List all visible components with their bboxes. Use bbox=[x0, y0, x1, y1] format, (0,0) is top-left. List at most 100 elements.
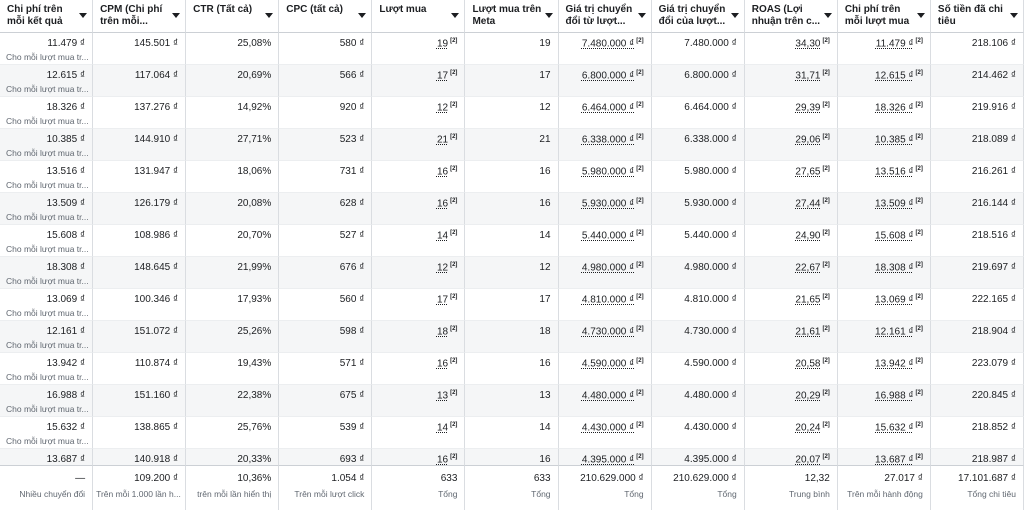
table-cell: 24,90 [2] bbox=[744, 225, 838, 257]
value-text[interactable]: 13.942 ₫ bbox=[875, 358, 914, 370]
value-text[interactable]: 4.730.000 ₫ bbox=[581, 326, 635, 338]
cell-value: 523 ₫ bbox=[340, 134, 365, 145]
value-text[interactable]: 5.440.000 ₫ bbox=[581, 230, 635, 242]
value-text[interactable]: 10.385 ₫ bbox=[875, 134, 914, 146]
cell-value: 16 [2] bbox=[437, 454, 457, 465]
value-text[interactable]: 15.608 ₫ bbox=[875, 230, 914, 242]
value-text[interactable]: 13 bbox=[436, 390, 449, 402]
value-text[interactable]: 17 bbox=[436, 70, 449, 82]
value-text[interactable]: 29,06 bbox=[795, 134, 821, 146]
value-text[interactable]: 16.988 ₫ bbox=[875, 390, 914, 402]
value-text: 13.069 ₫ bbox=[46, 294, 86, 305]
value-text[interactable]: 18.308 ₫ bbox=[875, 262, 914, 274]
value-text[interactable]: 18 bbox=[436, 326, 449, 338]
table-cell: 14 bbox=[465, 417, 559, 449]
value-text[interactable]: 6.338.000 ₫ bbox=[581, 134, 635, 146]
value-text[interactable]: 16 bbox=[436, 358, 449, 370]
value-text: 218.089 ₫ bbox=[971, 134, 1016, 145]
value-text[interactable]: 21 bbox=[436, 134, 449, 146]
value-text: 628 ₫ bbox=[339, 198, 365, 209]
value-text[interactable]: 22,67 bbox=[795, 262, 821, 274]
column-title: Lượt mua bbox=[379, 4, 427, 15]
cell-value: 18 [2] bbox=[437, 326, 457, 337]
table-cell: 108.986 ₫ bbox=[93, 225, 187, 257]
value-text[interactable]: 20,58 bbox=[795, 358, 821, 370]
value-text[interactable]: 6.800.000 ₫ bbox=[581, 70, 635, 82]
table-cell: 11.479 ₫ Cho mỗi lượt mua tr... bbox=[0, 33, 94, 65]
cell-value: 31,71 [2] bbox=[795, 70, 829, 81]
value-text[interactable]: 4.480.000 ₫ bbox=[581, 390, 635, 402]
column-header[interactable]: Giá trị chuyển đổi của lượt... bbox=[651, 0, 745, 33]
value-text[interactable]: 21,65 bbox=[795, 294, 821, 306]
value-text[interactable]: 24,90 bbox=[795, 230, 821, 242]
footnote-marker: [2] bbox=[915, 390, 923, 396]
table-cell: 145.501 ₫ bbox=[93, 33, 187, 65]
column-header[interactable]: ROAS (Lợi nhuận trên c... bbox=[744, 0, 838, 33]
value-text[interactable]: 5.930.000 ₫ bbox=[581, 198, 635, 210]
value-text[interactable]: 12 bbox=[436, 102, 449, 114]
column-header[interactable]: CPC (tất cả) bbox=[279, 0, 373, 33]
value-text[interactable]: 7.480.000 ₫ bbox=[581, 38, 635, 50]
value-text[interactable]: 13.687 ₫ bbox=[875, 454, 914, 465]
value-text[interactable]: 16 bbox=[436, 454, 449, 465]
column-header[interactable]: CPM (Chi phí trên mỗi... bbox=[93, 0, 187, 33]
value-text[interactable]: 6.464.000 ₫ bbox=[581, 102, 635, 114]
column-header[interactable]: Giá trị chuyển đổi từ lượt... bbox=[558, 0, 652, 33]
cell-value: 4.430.000 ₫ bbox=[684, 422, 736, 433]
column-header[interactable]: Lượt mua bbox=[372, 0, 466, 33]
value-text[interactable]: 13.509 ₫ bbox=[875, 198, 914, 210]
value-text[interactable]: 29,39 bbox=[795, 102, 821, 114]
cell-value: 13.516 ₫ bbox=[47, 166, 86, 177]
table-cell: 15.632 ₫ Cho mỗi lượt mua tr... bbox=[0, 417, 94, 449]
table-cell: 4.810.000 ₫ [2] bbox=[558, 289, 652, 321]
value-text[interactable]: 12.161 ₫ bbox=[875, 326, 914, 338]
cell-value: 14 [2] bbox=[437, 422, 457, 433]
value-text[interactable]: 20,29 bbox=[795, 390, 821, 402]
table-cell: 140.918 ₫ bbox=[93, 449, 187, 465]
table-cell: 4.980.000 ₫ [2] bbox=[558, 257, 652, 289]
column-header[interactable]: Lượt mua trên Meta bbox=[465, 0, 559, 33]
value-text[interactable]: 27,65 bbox=[795, 166, 821, 178]
value-text[interactable]: 31,71 bbox=[795, 70, 821, 82]
value-text[interactable]: 15.632 ₫ bbox=[875, 422, 914, 434]
value-text[interactable]: 17 bbox=[436, 294, 449, 306]
value-text: 218.987 ₫ bbox=[971, 454, 1016, 465]
value-text[interactable]: 4.590.000 ₫ bbox=[581, 358, 635, 370]
value-text[interactable]: 12 bbox=[436, 262, 449, 274]
column-header[interactable]: Chi phí trên mỗi lượt mua bbox=[837, 0, 931, 33]
value-text[interactable]: 20,24 bbox=[795, 422, 821, 434]
cell-value: 566 ₫ bbox=[340, 70, 365, 81]
footnote-marker: [2] bbox=[450, 294, 458, 300]
value-text[interactable]: 4.430.000 ₫ bbox=[581, 422, 635, 434]
value-text[interactable]: 21,61 bbox=[795, 326, 821, 338]
value-text[interactable]: 14 bbox=[436, 422, 449, 434]
column-header[interactable]: Số tiền đã chi tiêu bbox=[930, 0, 1024, 33]
sort-icon bbox=[358, 13, 367, 18]
cell-value: 6.338.000 ₫ bbox=[684, 134, 736, 145]
table-cell: 4.590.000 ₫ bbox=[651, 353, 745, 385]
value-text[interactable]: 13.516 ₫ bbox=[875, 166, 914, 178]
value-text[interactable]: 11.479 ₫ bbox=[875, 38, 914, 50]
value-text[interactable]: 18.326 ₫ bbox=[875, 102, 914, 114]
value-text: 14,92% bbox=[237, 102, 272, 113]
table-cell: 5.930.000 ₫ bbox=[651, 193, 745, 225]
value-text: 16 bbox=[539, 166, 551, 177]
value-text[interactable]: 4.810.000 ₫ bbox=[581, 294, 635, 306]
value-text[interactable]: 4.395.000 ₫ bbox=[581, 454, 635, 465]
value-text[interactable]: 12.615 ₫ bbox=[875, 70, 914, 82]
column-header[interactable]: CTR (Tất cả) bbox=[186, 0, 280, 33]
value-text[interactable]: 14 bbox=[436, 230, 449, 242]
value-text[interactable]: 20,07 bbox=[795, 454, 821, 465]
table-cell: 6.464.000 ₫ [2] bbox=[558, 97, 652, 129]
value-text[interactable]: 16 bbox=[436, 166, 449, 178]
table-cell: 566 ₫ bbox=[279, 65, 373, 97]
value-text[interactable]: 34,30 bbox=[795, 38, 821, 50]
value-text[interactable]: 4.980.000 ₫ bbox=[581, 262, 635, 274]
value-text[interactable]: 16 bbox=[436, 198, 449, 210]
value-text[interactable]: 5.980.000 ₫ bbox=[581, 166, 635, 178]
value-text[interactable]: 13.069 ₫ bbox=[875, 294, 914, 306]
column-header[interactable]: Chi phí trên mỗi kết quả bbox=[0, 0, 94, 33]
value-text[interactable]: 27,44 bbox=[795, 198, 821, 210]
value-text[interactable]: 19 bbox=[436, 38, 449, 50]
cell-value: 16 bbox=[539, 358, 550, 369]
